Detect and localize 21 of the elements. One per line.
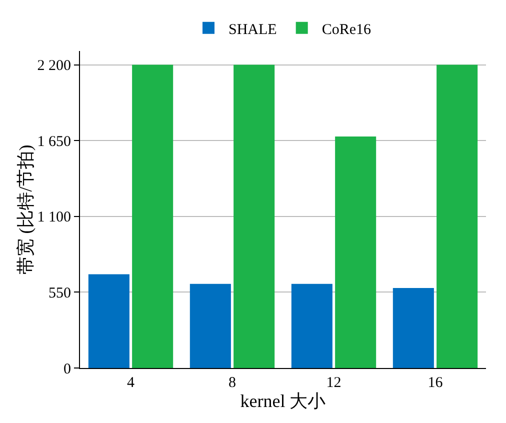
x-tick-label: 4 <box>127 375 135 391</box>
x-tick-label: 8 <box>228 375 236 391</box>
y-tick-label: 1 650 <box>37 134 71 150</box>
bar <box>392 288 434 368</box>
bar <box>436 64 478 368</box>
bar <box>234 64 275 368</box>
bar <box>291 284 332 368</box>
bar <box>335 136 376 368</box>
y-tick-label: 0 <box>64 361 71 378</box>
legend-label: SHALE <box>228 22 277 38</box>
bar <box>132 64 174 368</box>
y-axis-title: 带宽 (比特/节拍) <box>15 144 36 274</box>
y-tick-label: 2 200 <box>37 58 71 74</box>
x-tick-label: 16 <box>428 375 444 391</box>
x-tick-label: 12 <box>326 375 342 391</box>
y-tick-label: 1 100 <box>37 210 71 226</box>
x-axis-title: kernel 大小 <box>240 391 326 412</box>
bar <box>88 274 130 368</box>
bar <box>190 284 231 368</box>
legend-label: CoRe16 <box>322 22 372 38</box>
y-tick-label: 550 <box>48 285 71 302</box>
